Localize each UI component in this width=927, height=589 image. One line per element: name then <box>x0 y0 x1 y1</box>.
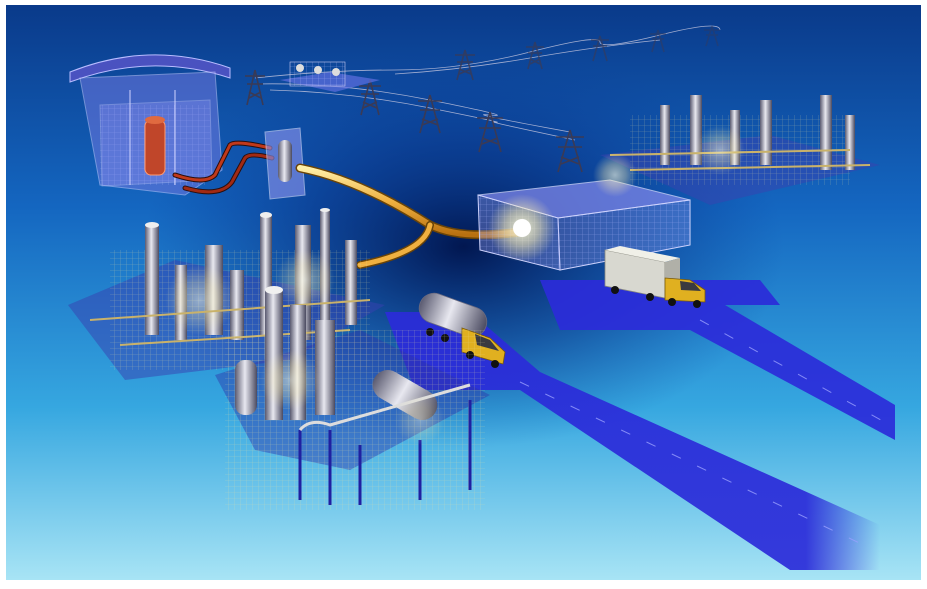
heat-exchanger-icon <box>264 127 306 200</box>
box-truck-icon <box>604 246 706 308</box>
reactor-building-icon <box>69 54 231 196</box>
hot-pipes <box>172 140 275 195</box>
refinery-icon <box>215 286 490 510</box>
substation-icon <box>280 61 380 92</box>
road-network <box>385 280 895 570</box>
power-pylon-icon <box>245 25 720 173</box>
refinery-icon <box>600 95 880 205</box>
fueling-station-icon <box>477 153 691 271</box>
